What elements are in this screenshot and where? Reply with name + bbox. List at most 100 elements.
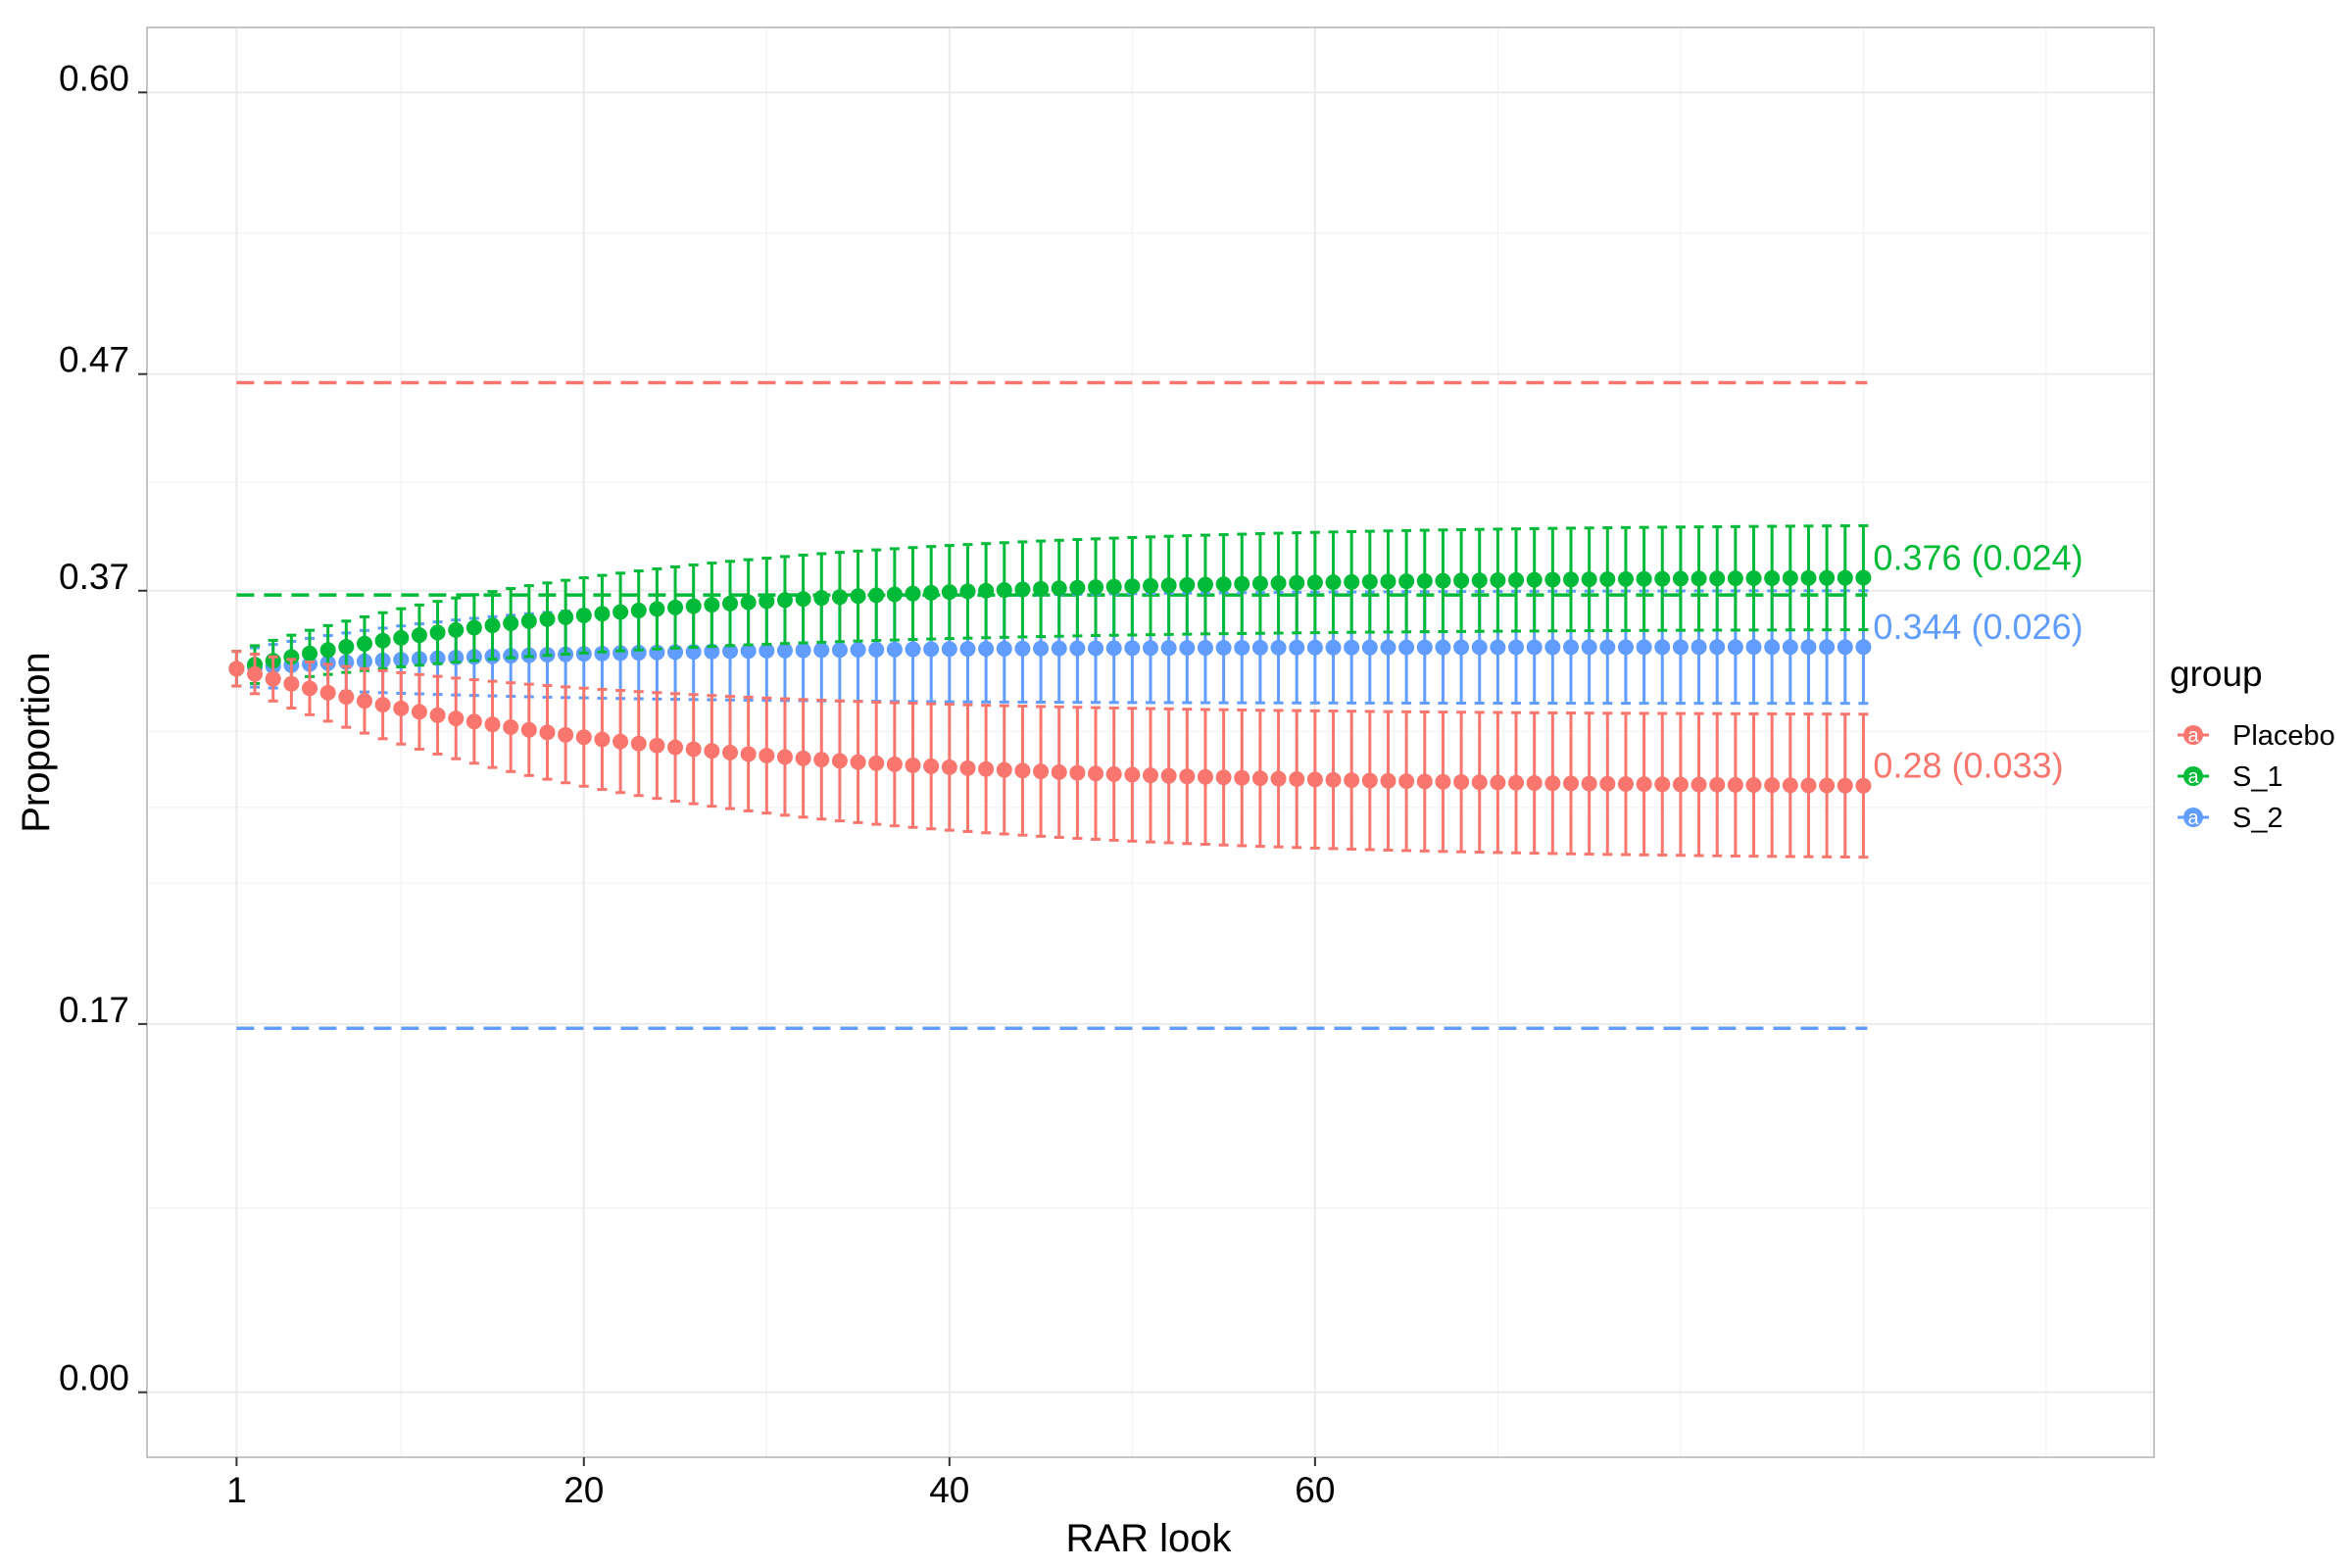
data-point (850, 642, 866, 659)
data-point (1782, 569, 1798, 586)
end-label: 0.28 (0.033) (1873, 746, 2063, 786)
legend-title: group (2170, 654, 2263, 694)
data-point (1306, 574, 1323, 591)
data-point (1800, 777, 1817, 794)
data-point (1453, 773, 1470, 790)
data-point (1143, 767, 1158, 784)
data-point (1361, 639, 1378, 656)
data-point (319, 684, 336, 701)
data-point (759, 593, 775, 610)
data-point (594, 645, 611, 662)
data-point (1416, 639, 1433, 656)
data-point (484, 716, 501, 733)
data-point (941, 584, 957, 601)
data-point (1088, 765, 1104, 782)
data-point (1234, 639, 1250, 656)
data-point (247, 665, 264, 682)
data-point (1435, 773, 1451, 790)
data-point (1471, 639, 1488, 656)
data-point (1179, 640, 1196, 657)
data-point (1855, 777, 1872, 794)
data-point (539, 611, 556, 627)
axes: 1 20 40 60 0.00 0.17 0.37 0.47 0.60 RAR look Propo… (15, 58, 1335, 1560)
data-point (1490, 639, 1506, 656)
data-point (1800, 569, 1817, 586)
data-point (831, 642, 848, 659)
data-point (429, 624, 446, 641)
data-point (612, 604, 629, 620)
data-point (1143, 577, 1158, 594)
data-point (813, 590, 830, 607)
data-point (302, 645, 318, 662)
data-point (1215, 639, 1232, 656)
data-point (1526, 639, 1543, 656)
data-point (411, 627, 427, 644)
data-point (1344, 573, 1360, 590)
data-point (1398, 573, 1415, 590)
data-point (1105, 765, 1122, 782)
data-point (1179, 576, 1196, 593)
data-point (1617, 570, 1634, 587)
data-point (1160, 767, 1177, 784)
data-point (1508, 639, 1525, 656)
data-point (923, 641, 940, 658)
data-point (1289, 639, 1305, 656)
data-point (704, 597, 720, 613)
data-point (1764, 569, 1781, 586)
legend-key-point (2183, 808, 2203, 827)
data-point (667, 739, 684, 756)
data-point (1837, 777, 1853, 794)
data-point (1251, 770, 1268, 787)
x-tick-label: 20 (564, 1470, 604, 1510)
data-point (1599, 571, 1616, 588)
data-point (1435, 639, 1451, 656)
data-point (759, 643, 775, 660)
data-point (265, 670, 281, 687)
data-point (1562, 639, 1579, 656)
data-point (484, 617, 501, 634)
data-point (1855, 569, 1872, 586)
data-point (959, 760, 976, 776)
y-tick-label: 0.37 (59, 557, 129, 597)
data-point (941, 759, 957, 775)
data-point (1819, 569, 1836, 586)
data-point (1380, 639, 1396, 656)
data-point (1636, 776, 1652, 793)
data-point (1051, 640, 1067, 657)
data-point (1544, 571, 1561, 588)
data-point (558, 726, 574, 743)
data-point (1782, 777, 1798, 794)
data-point (1124, 766, 1141, 783)
data-point (685, 741, 702, 758)
data-point (374, 697, 391, 713)
data-point (1398, 773, 1415, 790)
y-tick-label: 0.60 (59, 58, 129, 98)
data-point (1215, 769, 1232, 786)
data-point (393, 629, 410, 646)
data-point (1069, 579, 1086, 596)
data-point (759, 747, 775, 763)
data-point (1251, 575, 1268, 592)
data-point (1562, 775, 1579, 792)
data-point (448, 621, 465, 638)
data-point (1617, 775, 1634, 792)
data-point (722, 643, 739, 660)
data-point (831, 589, 848, 606)
data-point (520, 612, 537, 629)
data-point (393, 700, 410, 716)
data-point (776, 749, 793, 765)
y-tick-label: 0.00 (59, 1358, 129, 1398)
data-point (1581, 775, 1597, 792)
data-point (575, 729, 592, 746)
data-point (1837, 569, 1853, 586)
data-point (1270, 639, 1287, 656)
data-point (1690, 639, 1707, 656)
data-point (886, 756, 903, 772)
x-axis-title: RAR look (1066, 1517, 1233, 1560)
data-point (1325, 574, 1342, 591)
data-point (1033, 580, 1050, 597)
data-point (831, 753, 848, 769)
data-point (338, 689, 355, 706)
data-point (649, 737, 665, 754)
data-point (649, 601, 665, 617)
